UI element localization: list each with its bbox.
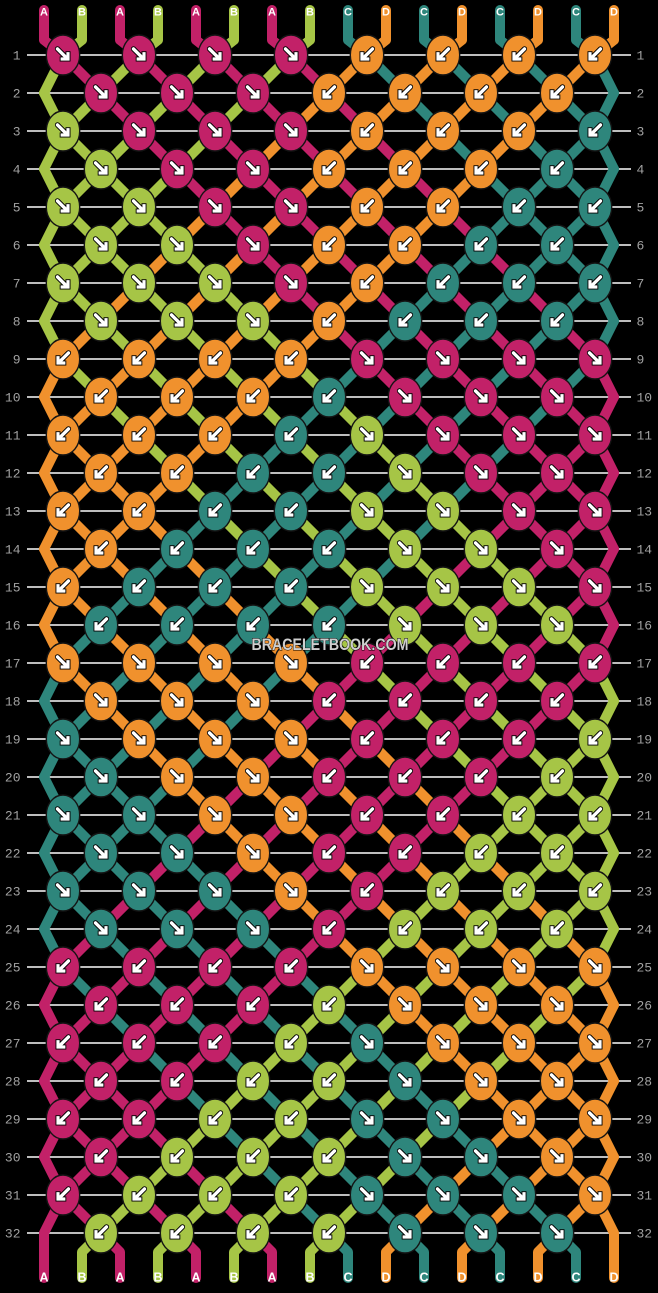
svg-text:5: 5 — [637, 201, 645, 216]
svg-text:11: 11 — [637, 429, 653, 444]
svg-text:14: 14 — [637, 543, 653, 558]
svg-text:31: 31 — [637, 1189, 653, 1204]
svg-text:21: 21 — [637, 809, 653, 824]
svg-text:16: 16 — [637, 619, 653, 634]
svg-text:6: 6 — [637, 239, 645, 254]
svg-text:D: D — [458, 7, 466, 19]
svg-text:B: B — [306, 7, 314, 19]
svg-text:B: B — [78, 7, 86, 19]
svg-text:32: 32 — [5, 1227, 21, 1242]
svg-text:16: 16 — [5, 619, 21, 634]
svg-text:C: C — [571, 1271, 580, 1285]
svg-text:19: 19 — [5, 733, 21, 748]
svg-text:24: 24 — [637, 923, 653, 938]
svg-text:13: 13 — [5, 505, 21, 520]
svg-text:3: 3 — [637, 125, 645, 140]
svg-text:19: 19 — [637, 733, 653, 748]
svg-text:D: D — [610, 7, 618, 19]
svg-text:29: 29 — [5, 1113, 21, 1128]
svg-text:BRACELETBOOK.COM: BRACELETBOOK.COM — [252, 636, 409, 654]
svg-text:9: 9 — [13, 353, 21, 368]
svg-text:20: 20 — [637, 771, 653, 786]
svg-text:11: 11 — [5, 429, 21, 444]
svg-text:4: 4 — [637, 163, 645, 178]
svg-text:10: 10 — [5, 391, 21, 406]
svg-text:29: 29 — [637, 1113, 653, 1128]
svg-text:A: A — [116, 7, 124, 19]
svg-text:15: 15 — [5, 581, 21, 596]
svg-text:30: 30 — [637, 1151, 653, 1166]
svg-text:12: 12 — [5, 467, 21, 482]
svg-text:C: C — [344, 7, 352, 19]
svg-text:1: 1 — [13, 49, 21, 64]
svg-text:32: 32 — [637, 1227, 653, 1242]
svg-text:C: C — [496, 7, 504, 19]
svg-text:2: 2 — [637, 87, 645, 102]
svg-text:23: 23 — [5, 885, 21, 900]
svg-text:22: 22 — [5, 847, 21, 862]
svg-text:C: C — [343, 1271, 352, 1285]
svg-text:A: A — [39, 1271, 48, 1285]
svg-text:B: B — [77, 1271, 86, 1285]
svg-text:20: 20 — [5, 771, 21, 786]
svg-text:D: D — [533, 1271, 542, 1285]
svg-text:30: 30 — [5, 1151, 21, 1166]
svg-text:B: B — [229, 1271, 238, 1285]
svg-text:13: 13 — [637, 505, 653, 520]
svg-text:C: C — [420, 7, 428, 19]
svg-text:18: 18 — [5, 695, 21, 710]
svg-text:B: B — [153, 1271, 162, 1285]
svg-text:27: 27 — [5, 1037, 21, 1052]
svg-text:25: 25 — [5, 961, 21, 976]
svg-text:A: A — [115, 1271, 124, 1285]
svg-text:B: B — [230, 7, 238, 19]
svg-text:28: 28 — [637, 1075, 653, 1090]
svg-text:D: D — [382, 7, 390, 19]
svg-text:B: B — [154, 7, 162, 19]
svg-text:14: 14 — [5, 543, 21, 558]
svg-text:23: 23 — [637, 885, 653, 900]
svg-text:26: 26 — [5, 999, 21, 1014]
svg-text:27: 27 — [637, 1037, 653, 1052]
svg-text:25: 25 — [637, 961, 653, 976]
svg-text:C: C — [572, 7, 580, 19]
svg-text:10: 10 — [637, 391, 653, 406]
svg-text:21: 21 — [5, 809, 21, 824]
svg-text:C: C — [419, 1271, 428, 1285]
svg-text:17: 17 — [5, 657, 21, 672]
svg-text:A: A — [267, 1271, 276, 1285]
svg-text:A: A — [191, 1271, 200, 1285]
svg-text:9: 9 — [637, 353, 645, 368]
svg-text:8: 8 — [637, 315, 645, 330]
svg-text:17: 17 — [637, 657, 653, 672]
svg-text:4: 4 — [13, 163, 21, 178]
svg-text:31: 31 — [5, 1189, 21, 1204]
svg-text:12: 12 — [637, 467, 653, 482]
svg-text:18: 18 — [637, 695, 653, 710]
svg-text:2: 2 — [13, 87, 21, 102]
svg-text:5: 5 — [13, 201, 21, 216]
svg-text:C: C — [495, 1271, 504, 1285]
svg-text:A: A — [268, 7, 276, 19]
svg-text:8: 8 — [13, 315, 21, 330]
svg-text:7: 7 — [13, 277, 21, 292]
svg-text:B: B — [305, 1271, 314, 1285]
svg-text:26: 26 — [637, 999, 653, 1014]
svg-text:28: 28 — [5, 1075, 21, 1090]
svg-text:24: 24 — [5, 923, 21, 938]
svg-text:1: 1 — [637, 49, 645, 64]
svg-text:6: 6 — [13, 239, 21, 254]
svg-text:D: D — [381, 1271, 390, 1285]
svg-text:7: 7 — [637, 277, 645, 292]
svg-text:D: D — [457, 1271, 466, 1285]
svg-text:D: D — [609, 1271, 618, 1285]
svg-text:D: D — [534, 7, 542, 19]
svg-text:3: 3 — [13, 125, 21, 140]
svg-text:A: A — [192, 7, 200, 19]
svg-text:22: 22 — [637, 847, 653, 862]
svg-text:A: A — [40, 7, 48, 19]
svg-text:15: 15 — [637, 581, 653, 596]
